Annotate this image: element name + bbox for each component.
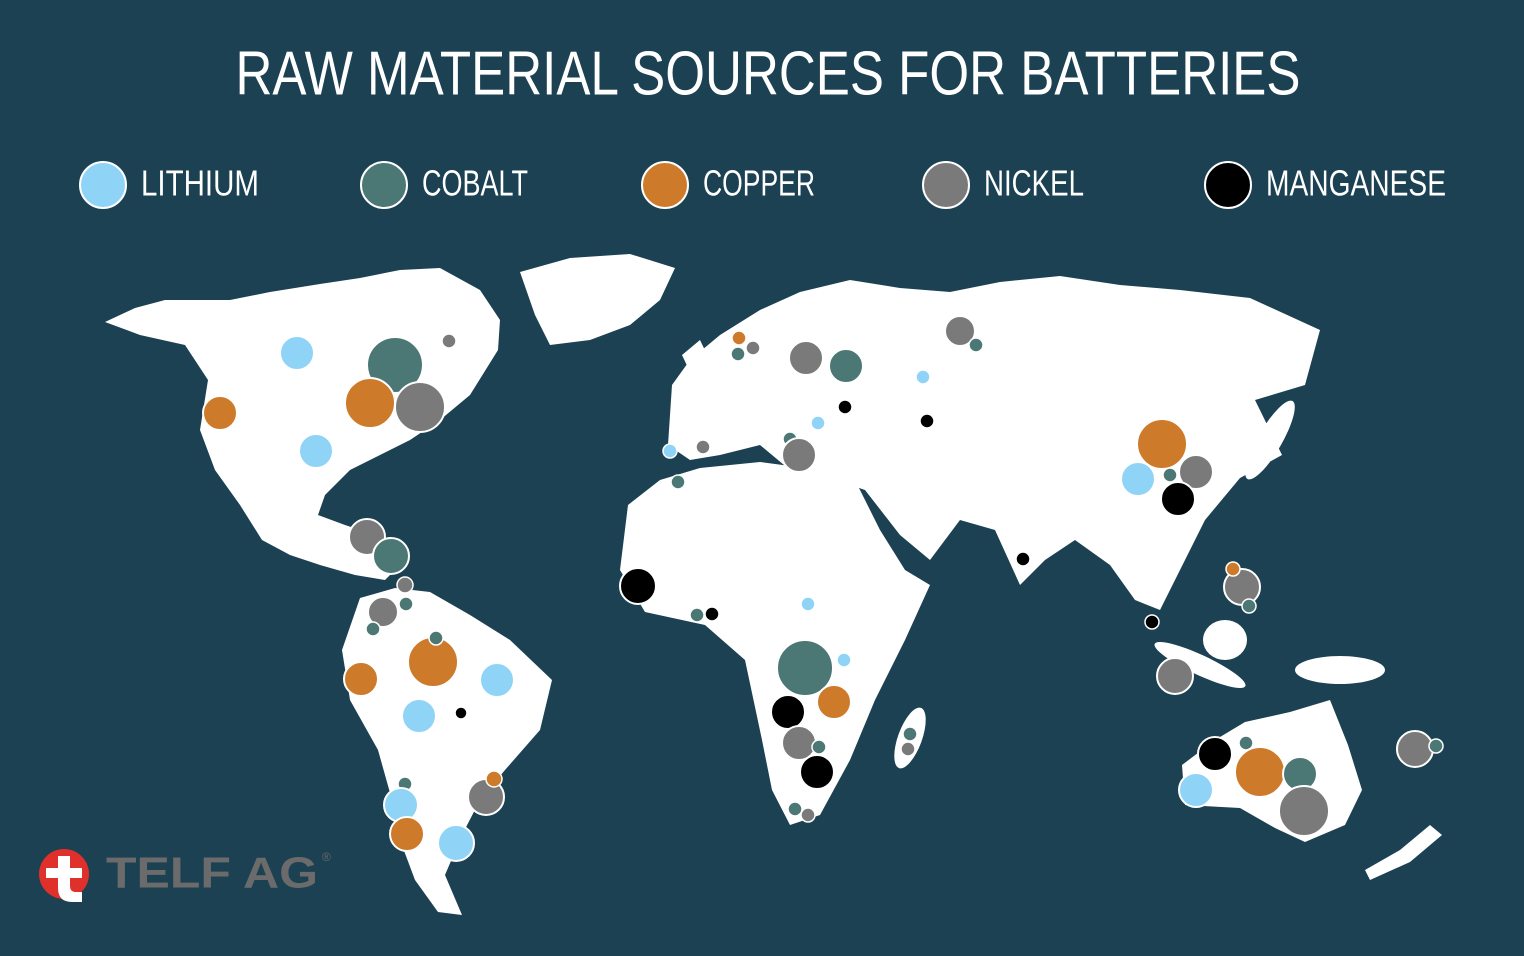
deposit-marker [816,684,852,720]
deposit-marker [383,787,419,823]
deposit-marker [454,706,468,720]
logo-registered: ® [322,850,331,864]
deposit-marker [394,381,446,433]
deposit-marker [800,596,816,612]
deposit-marker [1428,738,1444,754]
deposit-marker [1178,454,1214,490]
deposit-marker [367,596,399,628]
deposit-markers [202,315,1444,862]
deposit-marker [900,741,916,757]
deposit-marker [1225,561,1241,577]
deposit-marker [902,726,918,742]
deposit-marker [1136,418,1188,470]
deposit-marker [776,639,834,697]
new-guinea [1295,656,1385,684]
deposit-marker [781,437,817,473]
deposit-marker [343,661,379,697]
deposit-marker [781,725,817,761]
legend-label: MANGANESE [1266,163,1446,204]
deposit-marker [828,348,864,384]
legend: LITHIUM COBALT COPPER NICKEL MANGANESE [79,161,1446,209]
deposit-marker [731,330,747,346]
legend-label: LITHIUM [141,163,259,204]
africa [620,462,930,825]
deposit-marker [396,576,414,594]
deposit-marker [811,739,827,755]
deposit-marker [298,433,334,469]
deposit-marker [662,443,678,459]
deposit-marker [1396,730,1434,768]
deposit-marker [619,567,657,605]
deposit-marker [689,607,705,623]
deposit-marker [1197,736,1233,772]
deposit-marker [837,399,853,415]
deposit-marker [401,698,437,734]
deposit-marker [437,824,475,862]
deposit-marker [695,439,711,455]
deposit-marker [344,377,396,429]
uk [682,340,712,392]
deposit-marker [788,340,824,376]
legend-label: COPPER [703,163,815,204]
borneo [1203,620,1247,660]
deposit-marker [479,662,515,698]
legend-swatch [641,161,689,209]
deposit-marker [1160,481,1196,517]
deposit-marker [730,346,746,362]
deposit-marker [1015,551,1031,567]
deposit-marker [670,474,686,490]
deposit-marker [915,369,931,385]
legend-label: COBALT [422,163,528,204]
deposit-marker [968,337,984,353]
deposit-marker [799,754,835,790]
deposit-marker [389,816,425,852]
deposit-marker [1238,735,1254,751]
deposit-marker [836,652,852,668]
deposit-marker [366,336,424,394]
legend-swatch [922,161,970,209]
legend-swatch [1204,161,1252,209]
deposit-marker [1278,785,1330,837]
logo: TELF AG ® [39,849,331,902]
greenland [520,254,675,345]
deposit-marker [279,335,315,371]
deposit-marker [770,694,806,730]
legend-swatch [360,161,408,209]
deposit-marker [810,415,826,431]
deposit-marker [1234,746,1286,798]
deposit-marker [365,621,381,637]
deposit-marker [428,630,444,646]
logo-cross [46,856,82,902]
legend-label: NICKEL [984,163,1084,204]
title: RAW MATERIAL SOURCES FOR BATTERIES [236,39,1301,108]
deposit-marker [372,537,410,575]
deposit-marker [800,807,816,823]
deposit-marker [485,770,503,788]
new-zealand [1365,825,1442,880]
deposit-marker [919,413,935,429]
japan [1245,400,1295,480]
deposit-marker [1241,598,1257,614]
deposit-marker [1120,461,1156,497]
deposit-marker [704,606,720,622]
deposit-marker [1156,657,1194,695]
deposit-marker [202,395,238,431]
logo-text: TELF AG [106,849,318,898]
deposit-marker [1178,772,1214,808]
deposit-marker [787,801,803,817]
sumatra [1154,642,1246,688]
deposit-marker [398,596,414,612]
legend-swatch [79,161,127,209]
deposit-marker [944,315,976,347]
deposit-marker [441,333,457,349]
deposit-marker [745,340,761,356]
deposit-marker [1162,467,1178,483]
deposit-marker [1144,614,1160,630]
